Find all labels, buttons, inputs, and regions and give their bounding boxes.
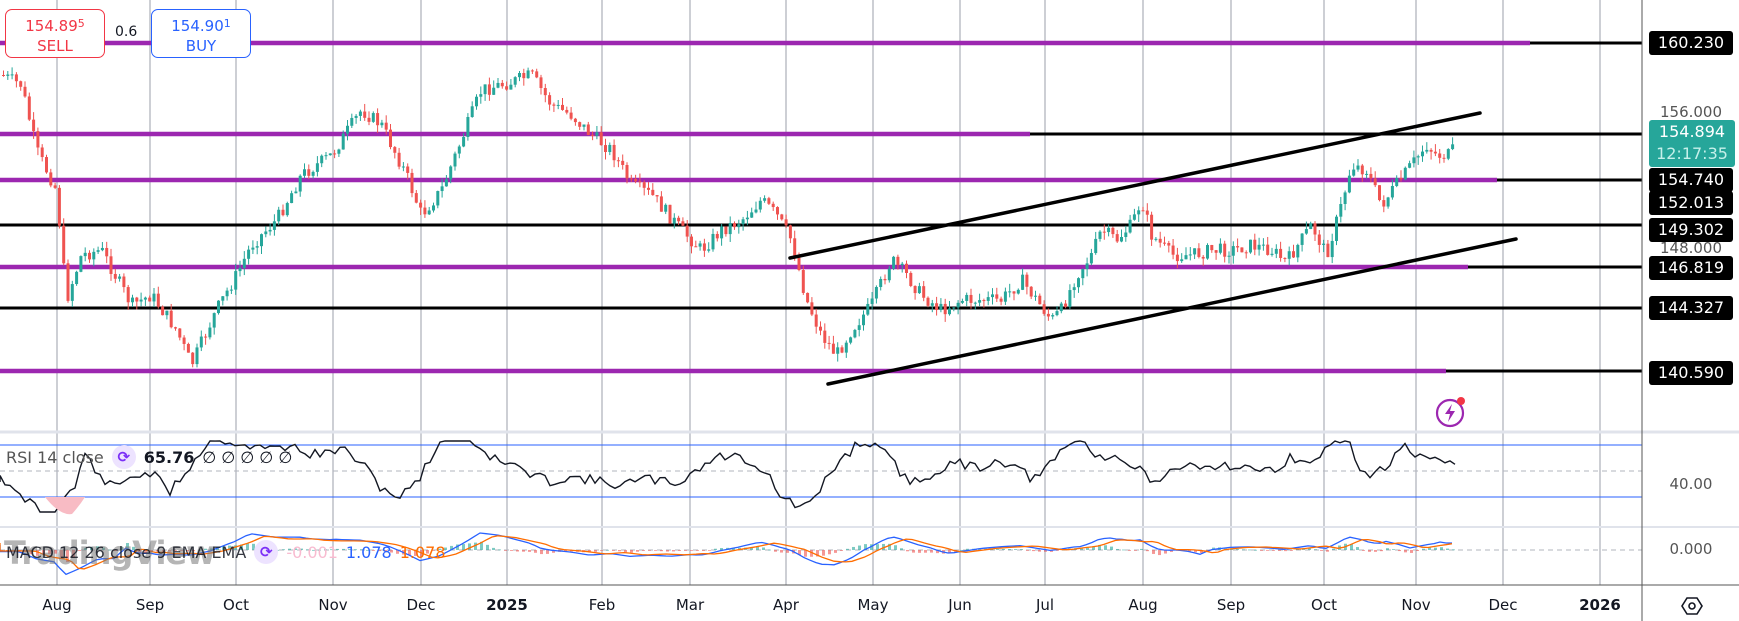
price-level-label: 160.230 — [1649, 31, 1733, 55]
buy-button[interactable]: 154.901 BUY — [151, 9, 251, 58]
buy-price-pip: 1 — [223, 17, 231, 30]
price-tick: 156.000 — [1659, 103, 1723, 121]
price-level-label: 140.590 — [1649, 361, 1733, 385]
time-tick: Mar — [675, 596, 705, 614]
price-tick: 148.000 — [1659, 239, 1723, 257]
time-tick: Sep — [1216, 596, 1246, 614]
time-tick: Dec — [1488, 596, 1518, 614]
rsi-legend[interactable]: RSI 14 close ⟳ 65.76 ∅ ∅ ∅ ∅ ∅ — [6, 445, 292, 469]
price-level-label: 154.740 — [1649, 168, 1733, 192]
tradingview-watermark: TradingView — [4, 534, 216, 572]
grid-lines — [56, 0, 1601, 585]
buy-label: BUY — [185, 37, 217, 55]
time-tick: Nov — [318, 596, 348, 614]
lightning-alert-icon[interactable] — [1434, 395, 1468, 429]
macd-legend[interactable]: MACD 12 26 close 9 EMA EMA ⟳ -0.001 1.07… — [6, 540, 446, 564]
time-tick: 2025 — [486, 596, 528, 614]
time-tick: Dec — [406, 596, 436, 614]
bar-countdown: 12:17:35 — [1656, 144, 1728, 163]
macd-line-value: 1.078 — [345, 542, 392, 562]
rsi-value: 65.76 — [143, 447, 195, 467]
macd-signal-value: 1.078 — [399, 542, 446, 562]
price-level-label: 146.819 — [1649, 256, 1733, 280]
refresh-icon[interactable]: ⟳ — [111, 445, 136, 469]
time-tick: Jun — [948, 596, 972, 614]
macd-histogram-value: -0.001 — [286, 542, 338, 562]
price-level-label: 144.327 — [1649, 296, 1733, 320]
time-tick: Feb — [588, 596, 616, 614]
spread-value: 0.6 — [115, 24, 138, 40]
current-price: 154.894 — [1658, 122, 1726, 141]
channel-trendlines[interactable] — [788, 111, 1518, 386]
price-level-label: 149.302 — [1649, 218, 1733, 242]
sell-price: 154.89 — [25, 17, 78, 35]
sell-label: SELL — [37, 37, 73, 55]
time-tick: Apr — [773, 596, 799, 614]
buy-price: 154.90 — [171, 17, 224, 35]
sell-price-pip: 5 — [77, 17, 85, 30]
current-price-label: 154.894 12:17:35 — [1649, 120, 1735, 167]
candlesticks — [2, 67, 1455, 368]
rsi-pane — [0, 440, 1642, 515]
time-tick: May — [857, 596, 889, 614]
refresh-icon[interactable]: ⟳ — [254, 540, 279, 564]
time-tick: Nov — [1401, 596, 1431, 614]
price-level-label: 152.013 — [1649, 191, 1733, 215]
time-tick: Jul — [1035, 596, 1055, 614]
rsi-axis-tick: 40.00 — [1669, 475, 1713, 493]
time-tick: Sep — [135, 596, 165, 614]
time-tick: Oct — [223, 596, 249, 614]
time-tick: 2026 — [1579, 596, 1621, 614]
time-tick: Aug — [1128, 596, 1158, 614]
time-tick: Aug — [42, 596, 72, 614]
settings-icon[interactable] — [1680, 594, 1704, 618]
macd-axis-tick: 0.000 — [1669, 540, 1713, 558]
sell-button[interactable]: 154.895 SELL — [5, 9, 105, 58]
rsi-label: RSI 14 close — [6, 447, 104, 467]
rsi-extra-values: ∅ ∅ ∅ ∅ ∅ — [202, 447, 293, 467]
time-tick: Oct — [1311, 596, 1337, 614]
macd-label: MACD 12 26 close 9 EMA EMA — [6, 542, 247, 562]
